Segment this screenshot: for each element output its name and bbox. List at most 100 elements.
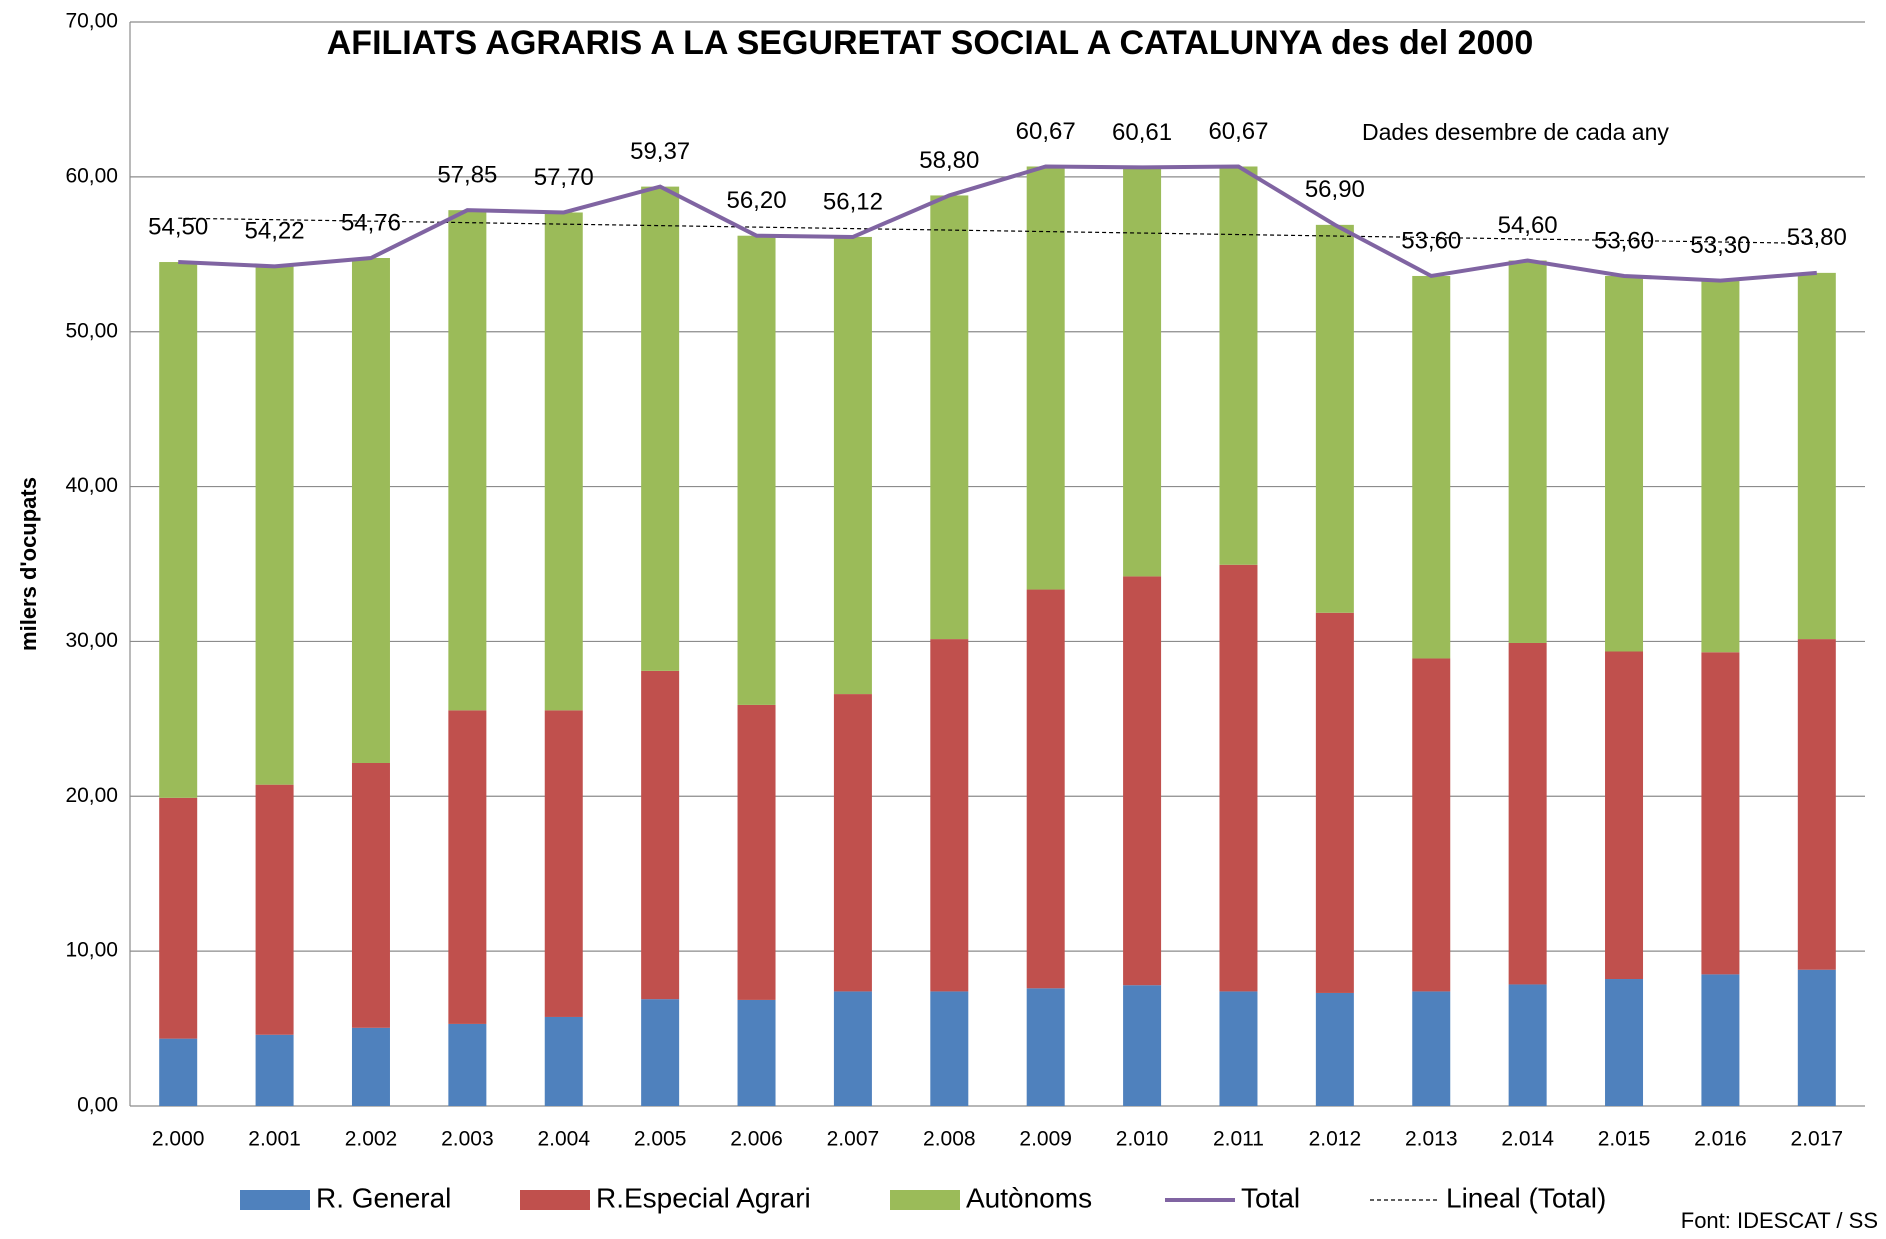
legend-label: Autònoms xyxy=(966,1182,1092,1213)
y-tick-label: 40,00 xyxy=(65,474,118,497)
bar-segment xyxy=(833,991,872,1106)
legend-swatch xyxy=(890,1190,960,1210)
bar-segment xyxy=(1797,272,1836,640)
data-label: 53,60 xyxy=(1594,227,1654,254)
bar-segment xyxy=(544,212,583,711)
bar-segment xyxy=(1026,166,1065,590)
bar-segment xyxy=(737,999,776,1106)
bar-segment xyxy=(1315,992,1354,1106)
y-tick-label: 10,00 xyxy=(65,939,118,962)
data-label: 56,12 xyxy=(823,188,883,215)
bar-segment xyxy=(1508,984,1547,1106)
trendline xyxy=(178,217,1817,245)
legend-label: R.Especial Agrari xyxy=(596,1182,811,1213)
x-tick-label: 2.000 xyxy=(152,1128,205,1151)
bar-segment xyxy=(448,1023,487,1106)
bar-segment xyxy=(1123,985,1162,1106)
bar-segment xyxy=(255,1034,294,1106)
x-tick-label: 2.016 xyxy=(1694,1128,1747,1151)
bar-segment xyxy=(737,704,776,1000)
chart-title: AFILIATS AGRARIS A LA SEGURETAT SOCIAL A… xyxy=(327,24,1534,62)
x-tick-label: 2.011 xyxy=(1213,1128,1264,1151)
x-tick-label: 2.013 xyxy=(1405,1128,1458,1151)
bar-segment xyxy=(1412,991,1451,1106)
bar-segment xyxy=(351,258,390,763)
bar-segment xyxy=(255,784,294,1035)
bar-segment xyxy=(1412,275,1451,659)
data-label: 54,76 xyxy=(341,209,401,236)
data-label: 57,70 xyxy=(534,164,594,191)
bar-segment xyxy=(1797,969,1836,1106)
x-tick-label: 2.004 xyxy=(537,1128,590,1151)
data-label: 60,67 xyxy=(1208,118,1268,145)
bar-segment xyxy=(737,235,776,705)
bar-segment xyxy=(1219,991,1258,1106)
legend-swatch xyxy=(240,1190,310,1210)
bar-segment xyxy=(930,639,969,992)
bar-segment xyxy=(351,762,390,1028)
bar-segment xyxy=(1123,167,1162,577)
x-tick-label: 2.014 xyxy=(1501,1128,1554,1151)
bar-segment xyxy=(1123,576,1162,986)
x-tick-label: 2.001 xyxy=(248,1128,301,1151)
legend-label: Lineal (Total) xyxy=(1446,1182,1606,1213)
bar-segment xyxy=(930,195,969,640)
x-tick-label: 2.002 xyxy=(345,1128,398,1151)
bar-segment xyxy=(833,694,872,992)
bar-segment xyxy=(159,262,198,798)
x-tick-label: 2.005 xyxy=(634,1128,687,1151)
bar-segment xyxy=(833,236,872,695)
y-tick-label: 0,00 xyxy=(77,1094,118,1117)
legend-label: Total xyxy=(1241,1182,1300,1213)
legend-swatch xyxy=(520,1190,590,1210)
data-label: 60,61 xyxy=(1112,119,1172,146)
bar-segment xyxy=(1026,589,1065,989)
y-tick-label: 70,00 xyxy=(65,10,118,33)
y-tick-label: 50,00 xyxy=(65,319,118,342)
x-tick-label: 2.007 xyxy=(827,1128,880,1151)
bar-segment xyxy=(351,1027,390,1106)
line xyxy=(178,164,1817,283)
data-label: 53,30 xyxy=(1690,232,1750,259)
y-tick-label: 20,00 xyxy=(65,784,118,807)
bar-segment xyxy=(544,710,583,1017)
bar-segment xyxy=(1605,979,1644,1106)
bar-segment xyxy=(1026,988,1065,1106)
bar-segment xyxy=(1605,651,1644,980)
data-label: 57,85 xyxy=(437,161,497,188)
bar-segment xyxy=(1219,166,1258,565)
bar-segment xyxy=(1315,612,1354,993)
x-tick-label: 2.003 xyxy=(441,1128,494,1151)
source-note: Font: IDESCAT / SS xyxy=(1681,1208,1878,1233)
y-axis-label: milers d'ocupats xyxy=(16,477,41,651)
bar-segment xyxy=(1315,224,1354,613)
bar-segment xyxy=(448,710,487,1024)
bar-segment xyxy=(1412,658,1451,992)
data-label: 56,90 xyxy=(1305,176,1365,203)
bar-segment xyxy=(641,186,680,671)
bar-segment xyxy=(1605,275,1644,652)
bar-segment xyxy=(641,999,680,1106)
bar-segment xyxy=(1797,639,1836,970)
x-tick-label: 2.015 xyxy=(1598,1128,1651,1151)
bar-segment xyxy=(1701,652,1740,975)
bar-segment xyxy=(1508,642,1547,985)
data-label: 58,80 xyxy=(919,147,979,174)
data-label: 56,20 xyxy=(726,187,786,214)
legend-label: R. General xyxy=(316,1182,451,1213)
x-tick-label: 2.010 xyxy=(1116,1128,1169,1151)
data-label: 54,22 xyxy=(245,218,305,245)
bar-segment xyxy=(448,210,487,711)
y-tick-label: 60,00 xyxy=(65,164,118,187)
data-label: 53,60 xyxy=(1401,227,1461,254)
x-tick-label: 2.006 xyxy=(730,1128,783,1151)
bar-segment xyxy=(1701,974,1740,1106)
bar-segment xyxy=(255,266,294,785)
x-tick-label: 2.017 xyxy=(1791,1128,1844,1151)
x-tick-label: 2.009 xyxy=(1019,1128,1072,1151)
annotation: Dades desembre de cada any xyxy=(1362,119,1669,145)
bar-segment xyxy=(1701,280,1740,653)
bar-segment xyxy=(1508,260,1547,643)
data-label: 54,60 xyxy=(1498,212,1558,239)
